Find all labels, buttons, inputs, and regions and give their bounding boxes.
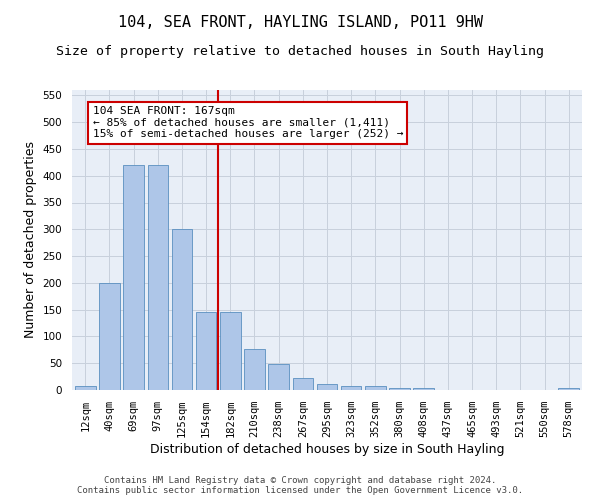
Bar [196, 312, 217, 390]
Text: 104 SEA FRONT: 167sqm
← 85% of detached houses are smaller (1,411)
15% of semi-d: 104 SEA FRONT: 167sqm ← 85% of detached … [92, 106, 403, 140]
Text: Contains HM Land Registry data © Crown copyright and database right 2024.
Contai: Contains HM Land Registry data © Crown c… [77, 476, 523, 495]
Bar [389, 388, 410, 390]
Bar [148, 165, 168, 390]
X-axis label: Distribution of detached houses by size in South Hayling: Distribution of detached houses by size … [150, 443, 504, 456]
Text: Size of property relative to detached houses in South Hayling: Size of property relative to detached ho… [56, 45, 544, 58]
Bar [293, 378, 313, 390]
Bar [75, 386, 95, 390]
Bar [172, 230, 192, 390]
Bar [220, 312, 241, 390]
Bar [413, 388, 434, 390]
Bar [341, 386, 361, 390]
Bar [244, 349, 265, 390]
Bar [317, 384, 337, 390]
Bar [124, 165, 144, 390]
Bar [99, 283, 120, 390]
Bar [559, 388, 579, 390]
Y-axis label: Number of detached properties: Number of detached properties [24, 142, 37, 338]
Text: 104, SEA FRONT, HAYLING ISLAND, PO11 9HW: 104, SEA FRONT, HAYLING ISLAND, PO11 9HW [118, 15, 482, 30]
Bar [268, 364, 289, 390]
Bar [365, 386, 386, 390]
